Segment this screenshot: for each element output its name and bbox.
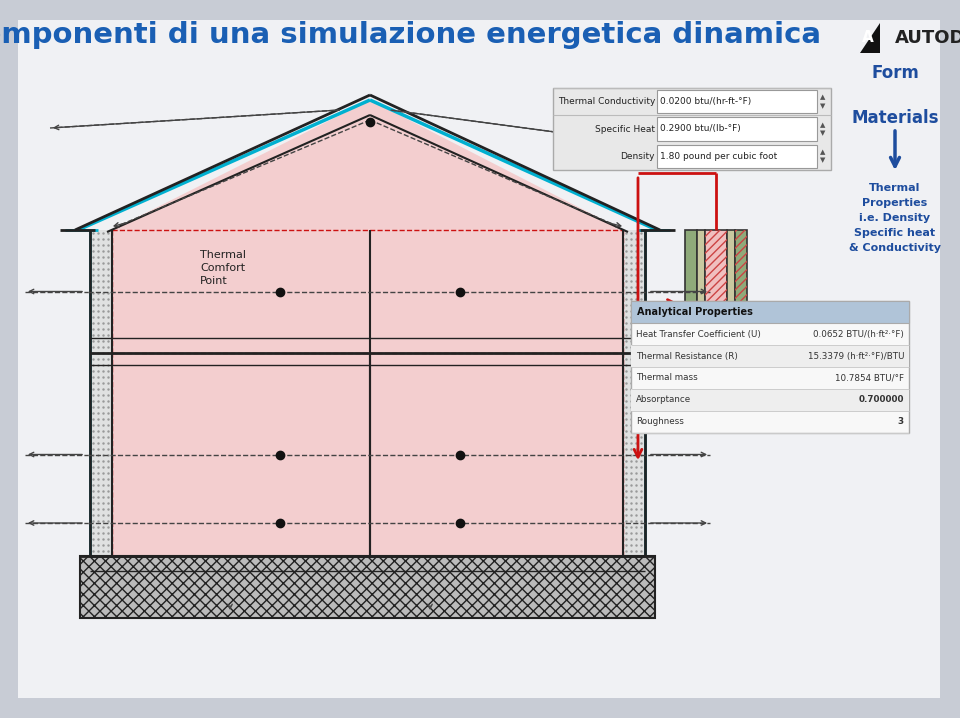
Bar [657, 117, 817, 141]
Text: ▲: ▲ [820, 95, 826, 101]
Bar [623, 230, 645, 556]
Bar [631, 389, 909, 411]
Bar [112, 353, 623, 556]
Bar [90, 230, 112, 556]
Text: Thermal Conductivity: Thermal Conductivity [558, 97, 655, 106]
Text: Specific Heat: Specific Heat [595, 124, 655, 134]
Bar [553, 88, 831, 170]
Text: Roughness: Roughness [636, 417, 684, 426]
Text: Form: Form [871, 64, 919, 82]
Text: 15.3379 (h·ft²·°F)/BTU: 15.3379 (h·ft²·°F)/BTU [807, 352, 904, 360]
Text: ▼: ▼ [820, 157, 826, 164]
Text: 10.7854 BTU/°F: 10.7854 BTU/°F [835, 373, 904, 383]
Text: ▼: ▼ [820, 130, 826, 136]
Text: Thermal mass: Thermal mass [636, 373, 698, 383]
Text: A: A [862, 30, 874, 45]
Bar [631, 345, 909, 367]
Bar [735, 230, 747, 400]
Bar [631, 301, 909, 323]
Bar [657, 144, 817, 168]
Text: 0.0200 btu/(hr-ft-°F): 0.0200 btu/(hr-ft-°F) [660, 97, 752, 106]
Bar [112, 230, 623, 353]
Text: Density: Density [620, 151, 655, 161]
Polygon shape [860, 23, 880, 53]
Text: 3: 3 [898, 417, 904, 426]
Text: ▲: ▲ [820, 122, 826, 128]
Text: 1.80 pound per cubic foot: 1.80 pound per cubic foot [660, 151, 778, 161]
Text: Thermal Resistance (R): Thermal Resistance (R) [636, 352, 738, 360]
Bar [685, 230, 697, 400]
Text: Absorptance: Absorptance [636, 396, 691, 404]
Text: ▼: ▼ [820, 103, 826, 108]
Bar [657, 90, 817, 113]
Bar [697, 230, 705, 400]
Bar [727, 230, 735, 400]
Text: 0.2900 btu/(lb-°F): 0.2900 btu/(lb-°F) [660, 124, 741, 134]
Text: Analytical Properties: Analytical Properties [637, 307, 753, 317]
Bar [705, 230, 727, 400]
Text: Thermal
Properties
i.e. Density
Specific heat
& Conductivity: Thermal Properties i.e. Density Specific… [849, 183, 941, 253]
Text: Materials: Materials [852, 109, 939, 127]
Text: ▲: ▲ [820, 149, 826, 155]
Text: Heat Transfer Coefficient (U): Heat Transfer Coefficient (U) [636, 330, 761, 338]
Bar [735, 230, 747, 400]
Text: Thermal
Comfort
Point: Thermal Comfort Point [200, 250, 246, 286]
Bar [705, 230, 727, 400]
Text: 0.700000: 0.700000 [858, 396, 904, 404]
Text: 0.0652 BTU/(h·ft²·°F): 0.0652 BTU/(h·ft²·°F) [813, 330, 904, 338]
Text: AUTODESK.: AUTODESK. [895, 29, 960, 47]
Text: Componenti di una simulazione energetica dinamica: Componenti di una simulazione energetica… [0, 21, 821, 49]
Bar [631, 301, 909, 433]
Polygon shape [112, 100, 623, 230]
Bar [80, 556, 655, 618]
